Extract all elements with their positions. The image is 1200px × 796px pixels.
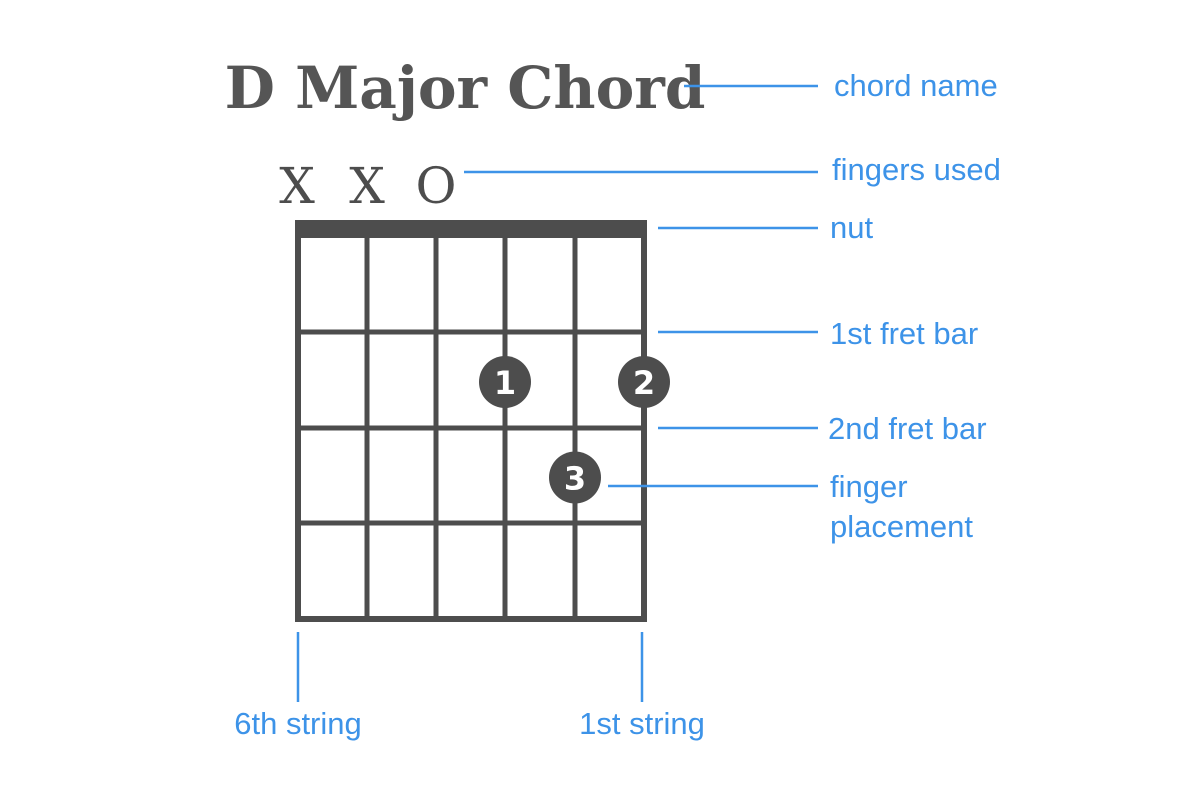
finger-dot-2: 2 [618, 356, 670, 408]
finger-number: 1 [494, 364, 516, 402]
finger-dot-circle [618, 356, 670, 408]
label-fingers-used: fingers used [832, 152, 1001, 187]
label-nut: nut [830, 210, 873, 245]
finger-number: 3 [564, 460, 586, 498]
finger-dot-1: 1 [479, 356, 531, 408]
chord-title: D Major Chord [225, 54, 706, 122]
finger-dot-circle [479, 356, 531, 408]
string-marker-5: X [349, 157, 385, 215]
string-marker-6: X [279, 157, 315, 215]
finger-number: 2 [633, 364, 655, 402]
label-fret2: 2nd fret bar [828, 411, 987, 446]
annotation-labels: chord name fingers used nut 1st fret bar… [234, 68, 1001, 741]
label-fret1: 1st fret bar [830, 316, 978, 351]
finger-markers: 1 2 3 [479, 356, 670, 504]
finger-dot-circle [549, 451, 601, 504]
fretboard [295, 220, 647, 622]
annotation-lines [296, 84, 818, 702]
finger-dot-3: 3 [549, 451, 601, 504]
label-string6: 6th string [234, 706, 362, 741]
label-chord-name: chord name [834, 68, 998, 103]
label-finger-placement-2: placement [830, 509, 973, 544]
nut [295, 220, 647, 238]
label-string1: 1st string [579, 706, 705, 741]
string-marker-4: O [416, 157, 457, 215]
label-finger-placement-1: finger [830, 469, 908, 504]
